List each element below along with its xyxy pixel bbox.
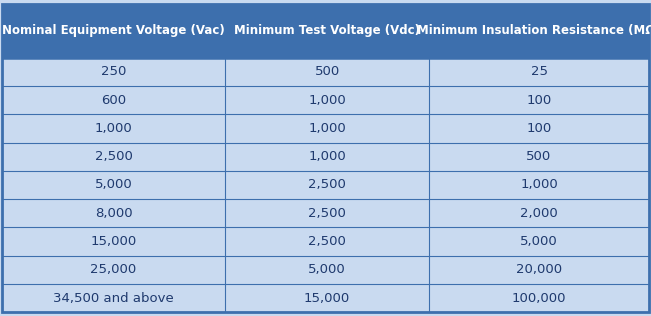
Text: 25: 25 [531,65,547,78]
Text: 100: 100 [527,122,551,135]
Text: 2,500: 2,500 [308,235,346,248]
Bar [2,284,649,312]
Text: 1,000: 1,000 [308,150,346,163]
Bar [2,86,649,114]
Text: 1,000: 1,000 [308,94,346,107]
Text: 250: 250 [101,65,126,78]
Text: 15,000: 15,000 [90,235,137,248]
Text: Nominal Equipment Voltage (Vac): Nominal Equipment Voltage (Vac) [2,24,225,37]
Bar [2,171,649,199]
Text: 500: 500 [527,150,551,163]
Bar [2,228,649,256]
Bar [2,143,649,171]
Text: 100: 100 [527,94,551,107]
Text: 500: 500 [314,65,340,78]
Text: 5,000: 5,000 [520,235,558,248]
Bar [2,199,649,228]
Text: 2,500: 2,500 [94,150,133,163]
Text: 8,000: 8,000 [95,207,132,220]
Text: 2,500: 2,500 [308,179,346,191]
Text: Minimum Insulation Resistance (MΩ): Minimum Insulation Resistance (MΩ) [417,24,651,37]
Text: 20,000: 20,000 [516,263,562,276]
Text: 1,000: 1,000 [94,122,132,135]
Bar [2,256,649,284]
Text: 15,000: 15,000 [304,292,350,305]
Text: 600: 600 [101,94,126,107]
Text: 1,000: 1,000 [308,122,346,135]
Text: Minimum Test Voltage (Vdc): Minimum Test Voltage (Vdc) [234,24,420,37]
Text: 100,000: 100,000 [512,292,566,305]
Text: 2,000: 2,000 [520,207,558,220]
Bar [2,58,649,86]
Text: 34,500 and above: 34,500 and above [53,292,174,305]
Text: 25,000: 25,000 [90,263,137,276]
Bar [2,114,649,143]
Text: 2,500: 2,500 [308,207,346,220]
Text: 5,000: 5,000 [308,263,346,276]
Text: 5,000: 5,000 [94,179,132,191]
Bar [2,4,649,58]
Text: 1,000: 1,000 [520,179,558,191]
